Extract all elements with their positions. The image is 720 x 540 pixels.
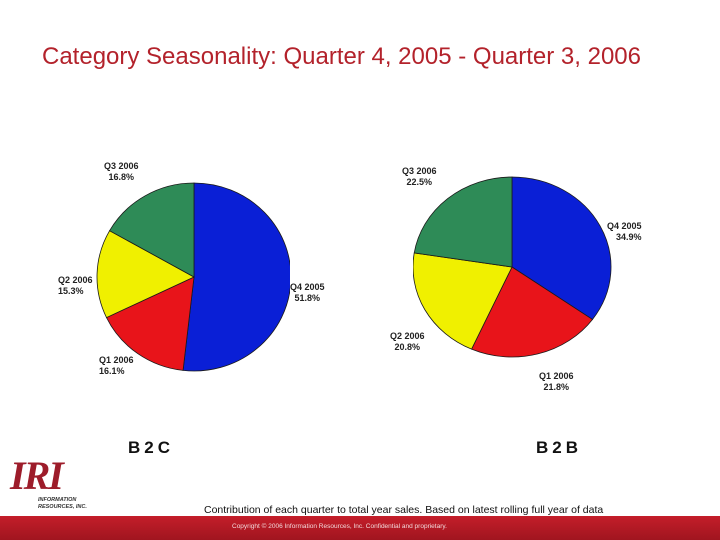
iri-logo-subtitle-line2: RESOURCES, INC. [38,504,87,510]
b2c-label-q4-2005-name: Q4 2005 [290,282,325,292]
b2b-label-q4-2005-name: Q4 2005 [607,221,642,231]
footer-bar: Copyright © 2006 Information Resources, … [0,516,720,540]
b2b-slice-q2-2006 [413,252,513,350]
b2b-label-q1-2006-value: 21.8% [543,382,570,392]
iri-logo-subtitle: INFORMATION RESOURCES, INC. [38,497,87,511]
b2b-label-q2-2006-name: Q2 2006 [390,331,425,341]
iri-logo: IRI INFORMATION RESOURCES, INC. [8,456,98,512]
iri-logo-subtitle-line1: INFORMATION [38,497,77,503]
copyright-notice: Copyright © 2006 Information Resources, … [232,523,447,530]
b2c-slice-q2-2006 [96,230,195,319]
slide-title: Category Seasonality: Quarter 4, 2005 - … [42,43,642,70]
b2b-slice-q3-2006 [413,176,513,268]
b2c-label-q2-2006: Q2 2006 15.3% [58,275,93,297]
b2c-label-q1-2006-value: 16.1% [99,366,125,376]
b2c-label-q2-2006-value: 15.3% [58,286,84,296]
b2c-slice-q4-2005 [182,182,290,372]
b2c-slice-q1-2006 [105,276,195,371]
b2c-label-q4-2005: Q4 2005 51.8% [290,282,325,304]
b2c-chart-name: B2C [128,438,175,457]
b2b-label-q4-2005: Q4 2005 34.9% [607,221,642,243]
b2b-label-q2-2006-value: 20.8% [394,342,421,352]
b2c-slice-q3-2006 [109,182,195,278]
b2c-label-q1-2006: Q1 2006 16.1% [99,355,134,377]
b2b-slice-q1-2006 [470,266,594,358]
b2b-label-q3-2006-name: Q3 2006 [402,166,437,176]
b2c-label-q3-2006-name: Q3 2006 [104,161,139,171]
b2c-label-q2-2006-name: Q2 2006 [58,275,93,285]
b2b-label-q3-2006-value: 22.5% [406,177,433,187]
iri-logo-letters: IRI [10,453,64,498]
b2b-label-q2-2006: Q2 2006 20.8% [390,331,425,353]
b2c-label-q3-2006: Q3 2006 16.8% [104,161,139,183]
b2c-label-q3-2006-value: 16.8% [108,172,135,182]
b2b-slice-q4-2005 [511,176,612,320]
b2b-label-q1-2006-name: Q1 2006 [539,371,574,381]
b2c-label-q1-2006-name: Q1 2006 [99,355,134,365]
b2b-label-q4-2005-value: 34.9% [616,232,642,242]
b2b-label-q3-2006: Q3 2006 22.5% [402,166,437,188]
b2c-label-q4-2005-value: 51.8% [294,293,321,303]
b2b-label-q1-2006: Q1 2006 21.8% [539,371,574,393]
chart-caption: Contribution of each quarter to total ye… [204,504,604,516]
b2b-pie-chart [413,176,612,358]
b2b-chart-name: B2B [536,438,583,457]
b2c-pie-chart [96,182,290,372]
